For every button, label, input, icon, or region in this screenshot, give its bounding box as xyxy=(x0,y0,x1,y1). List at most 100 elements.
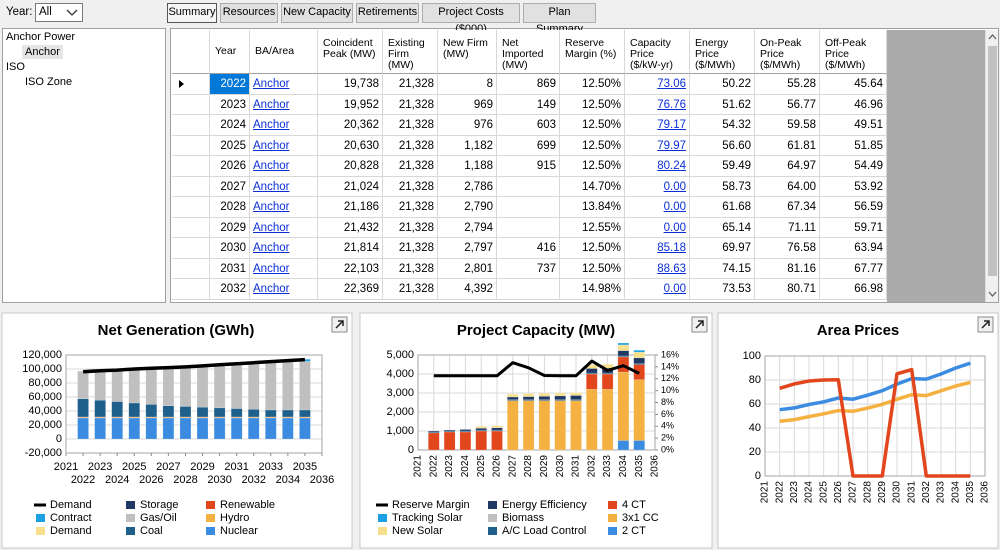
table-cell[interactable]: 85.18 xyxy=(625,238,690,259)
bar-segment xyxy=(633,357,645,364)
row-selector[interactable] xyxy=(172,74,210,95)
cell-text: 61.81 xyxy=(787,139,816,152)
toolbar-tab[interactable]: Resources xyxy=(220,3,278,23)
cell-link[interactable]: Anchor xyxy=(253,78,290,90)
table-cell[interactable]: Anchor xyxy=(250,217,318,238)
row-selector[interactable] xyxy=(172,94,210,115)
table-cell: 53.92 xyxy=(820,176,887,197)
cell-text: 12.55% xyxy=(581,221,621,234)
table-cell[interactable]: 0.00 xyxy=(625,279,690,300)
tree-node[interactable]: ISO xyxy=(6,61,25,73)
cell-text: 21,328 xyxy=(398,78,434,90)
expand-button[interactable] xyxy=(977,316,994,333)
tree-leaf[interactable]: Anchor xyxy=(22,45,63,59)
table-cell[interactable]: 0.00 xyxy=(625,217,690,238)
cell-link[interactable]: 73.06 xyxy=(657,78,686,90)
cell-link[interactable]: 0.00 xyxy=(663,283,686,295)
expand-button[interactable] xyxy=(691,316,708,333)
toolbar-tab[interactable]: Summary xyxy=(167,3,217,23)
cell-text: 81.16 xyxy=(787,262,816,275)
legend-swatch xyxy=(206,514,215,522)
cell-link[interactable]: Anchor xyxy=(253,160,290,172)
y-tick-label: 100,000 xyxy=(22,363,62,375)
toolbar-tab[interactable]: Project Costs ($000) xyxy=(422,3,520,35)
toolbar-tab[interactable]: Plan Summary xyxy=(523,3,596,35)
y-tick-label: 5,000 xyxy=(386,349,414,361)
cell-text: 76.58 xyxy=(787,242,816,254)
cell-link[interactable]: Anchor xyxy=(253,283,290,295)
cell-link[interactable]: 79.97 xyxy=(657,139,686,152)
table-cell: 12.50% xyxy=(560,156,625,177)
table-cell: 54.32 xyxy=(690,115,755,136)
table-cell[interactable]: Anchor xyxy=(250,279,318,300)
cell-link[interactable]: 80.24 xyxy=(657,160,686,172)
cell-link[interactable]: Anchor xyxy=(253,98,290,111)
bar-segment xyxy=(111,401,123,418)
year-dropdown[interactable]: All xyxy=(35,3,83,22)
bar-segment xyxy=(475,427,487,431)
tree-node[interactable]: Anchor Power xyxy=(6,31,76,43)
table-cell[interactable]: 88.63 xyxy=(625,258,690,279)
cell-link[interactable]: 85.18 xyxy=(657,242,686,254)
tree-leaf[interactable]: ISO Zone xyxy=(25,76,73,88)
table-cell[interactable]: 79.17 xyxy=(625,115,690,136)
bar-segment xyxy=(265,417,277,440)
table-cell[interactable]: Anchor xyxy=(250,258,318,279)
table-cell[interactable]: Anchor xyxy=(250,94,318,115)
row-selector[interactable] xyxy=(172,176,210,197)
table-cell[interactable]: 73.06 xyxy=(625,74,690,95)
expand-button[interactable] xyxy=(331,316,348,333)
bar-segment xyxy=(617,350,630,357)
row-selector[interactable] xyxy=(172,115,210,136)
table-cell[interactable]: 79.97 xyxy=(625,135,690,156)
toolbar-tab[interactable]: Retirements xyxy=(356,3,419,23)
cell-link[interactable]: Anchor xyxy=(253,180,290,193)
table-cell[interactable]: Anchor xyxy=(250,115,318,136)
row-selector[interactable] xyxy=(172,258,210,279)
table-cell[interactable]: Anchor xyxy=(250,176,318,197)
table-cell[interactable]: Anchor xyxy=(250,197,318,218)
cell-link[interactable]: Anchor xyxy=(253,139,290,152)
toolbar-tab[interactable]: New Capacity xyxy=(281,3,353,23)
column-header: Off-Peak Price ($/MWh) xyxy=(820,30,887,74)
cell-text: 67.77 xyxy=(854,262,883,275)
table-cell: 63.94 xyxy=(820,238,887,259)
row-selector[interactable] xyxy=(172,135,210,156)
table-cell: 21,328 xyxy=(383,279,438,300)
row-selector[interactable] xyxy=(172,217,210,238)
table-cell[interactable]: Anchor xyxy=(250,135,318,156)
row-selector[interactable] xyxy=(172,279,210,300)
cell-link[interactable]: 76.76 xyxy=(657,98,686,111)
cell-link[interactable]: 0.00 xyxy=(663,221,686,234)
y-tick-label: 20 xyxy=(749,446,761,458)
cell-text: 12.50% xyxy=(581,119,621,131)
vertical-scrollbar[interactable] xyxy=(985,30,998,302)
cell-link[interactable]: Anchor xyxy=(253,221,290,234)
cell-link[interactable]: Anchor xyxy=(253,262,290,275)
table-cell[interactable]: 76.76 xyxy=(625,94,690,115)
legend-label: 2 CT xyxy=(622,525,646,537)
cell-link[interactable]: Anchor xyxy=(253,119,290,131)
cell-link[interactable]: 79.17 xyxy=(657,119,686,131)
row-selector[interactable] xyxy=(172,197,210,218)
x-tick-label: 2036 xyxy=(980,481,991,504)
cell-link[interactable]: 88.63 xyxy=(657,262,686,275)
table-cell[interactable]: Anchor xyxy=(250,238,318,259)
table-cell[interactable]: Anchor xyxy=(250,156,318,177)
table-cell: 21,432 xyxy=(318,217,383,238)
cell-link[interactable]: Anchor xyxy=(253,242,290,254)
legend-label: New Solar xyxy=(392,525,443,537)
cell-link[interactable]: Anchor xyxy=(253,201,290,213)
row-selector[interactable] xyxy=(172,156,210,177)
cell-link[interactable]: 0.00 xyxy=(663,180,686,193)
cell-text: 2028 xyxy=(220,201,246,213)
legend-swatch xyxy=(36,514,45,522)
table-cell: 2024 xyxy=(210,115,250,136)
table-cell[interactable]: Anchor xyxy=(250,74,318,95)
table-cell[interactable]: 80.24 xyxy=(625,156,690,177)
cell-link[interactable]: 0.00 xyxy=(663,201,686,213)
table-cell[interactable]: 0.00 xyxy=(625,176,690,197)
bar-segment xyxy=(213,364,226,409)
row-selector[interactable] xyxy=(172,238,210,259)
table-cell[interactable]: 0.00 xyxy=(625,197,690,218)
